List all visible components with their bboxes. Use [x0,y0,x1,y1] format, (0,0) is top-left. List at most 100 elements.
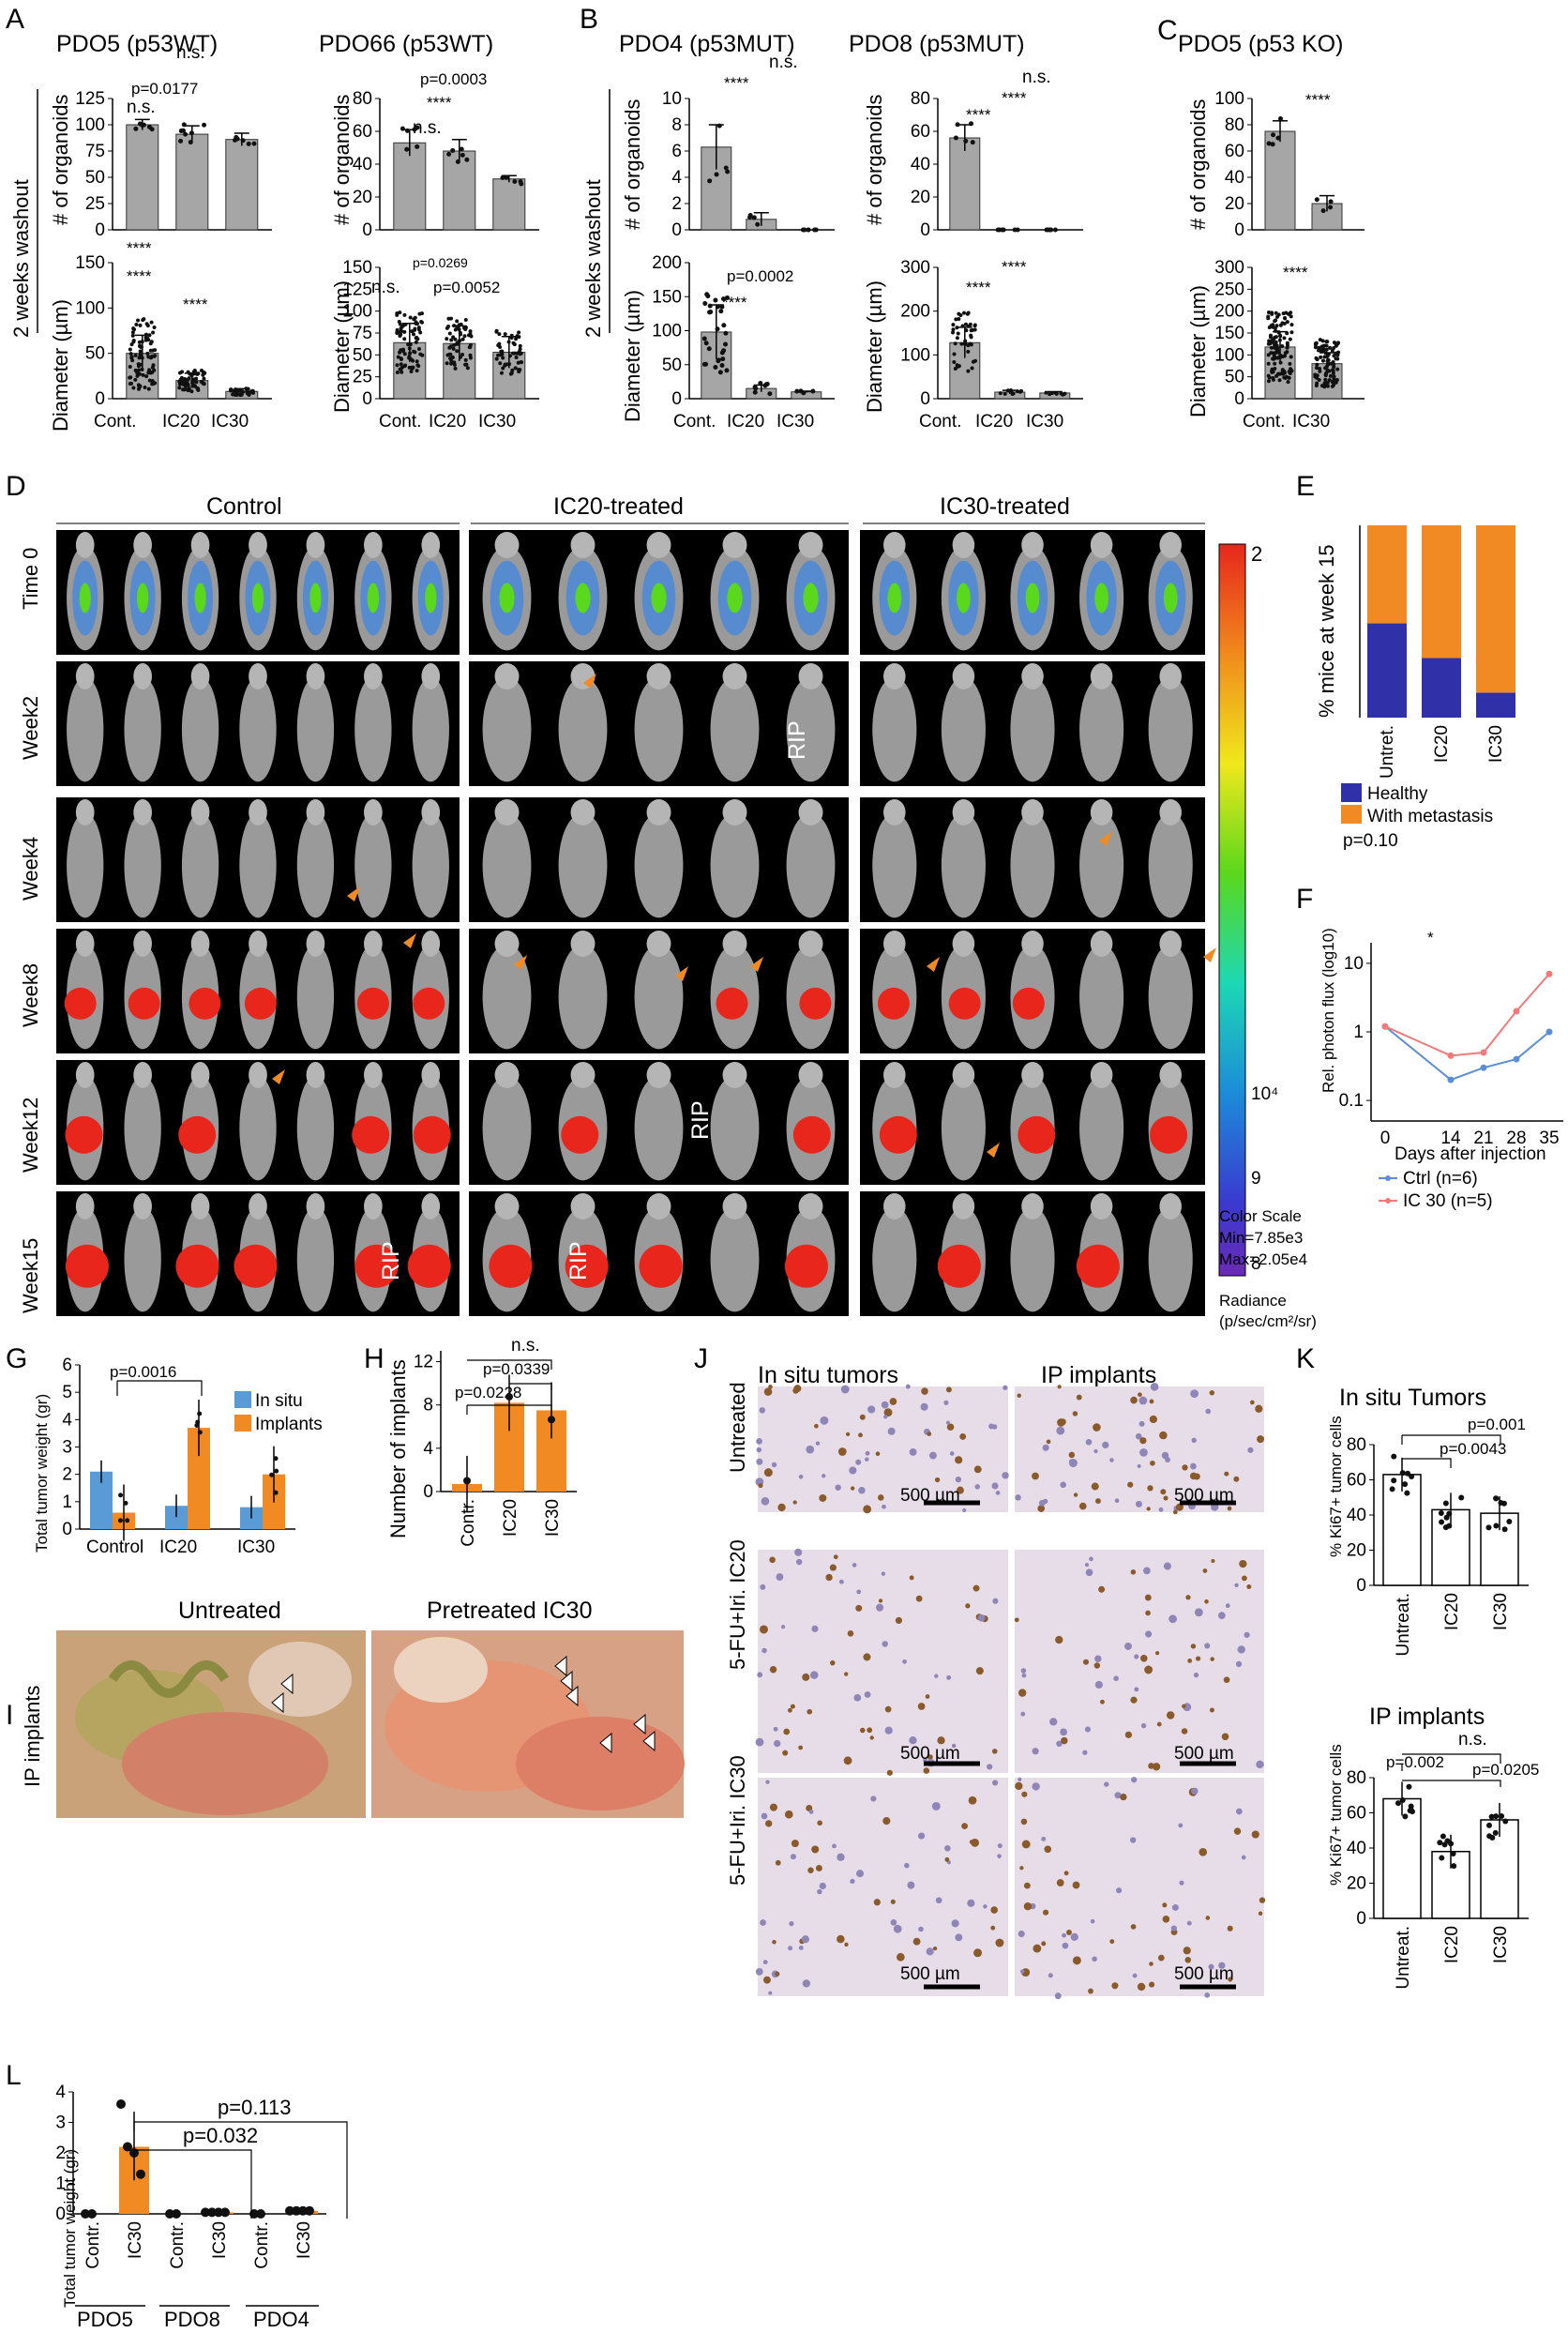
cell-2-0-67 [850,1878,855,1885]
cell-0-1-69 [1255,1404,1263,1413]
cell-0-0-19 [768,1385,773,1389]
mouse-head-2-1-3 [722,799,747,826]
e-bar-metastasis-1 [1422,525,1461,659]
panel-f-legend-ctrl: Ctrl (n=6) [1403,1169,1478,1189]
a2-bot-dot-2-48 [496,343,501,348]
a2-bot-tick-label-0: 0 [362,389,372,409]
panel-j-scale-6: 500 µm [1174,1964,1234,1984]
f-xtick-label-4: 35 [1539,1129,1559,1148]
mouse-head-5-2-0 [883,1193,906,1220]
mouse-head-2-0-3 [249,799,267,826]
cell-2-0-41 [932,1947,938,1951]
cell-1-0-13 [769,1556,776,1564]
cell-1-1-32 [1239,1559,1247,1568]
cell-1-1-64 [1246,1584,1252,1590]
cell-0-1-26 [1139,1437,1147,1445]
cell-1-0-5 [863,1653,871,1661]
cell-0-1-58 [1147,1485,1153,1492]
g-tick-label-2: 2 [62,1465,72,1485]
b2-bot-tick-label-2: 200 [900,302,930,322]
cell-2-0-17 [997,1854,1002,1858]
e-cat-2: IC30 [1486,725,1506,763]
cell-1-1-44 [1085,1568,1093,1577]
cell-2-0-68 [807,1867,814,1873]
cell-0-1-0 [1042,1444,1049,1451]
mouse-1-0-6 [412,676,449,782]
mouse-head-0-0-3 [249,532,267,558]
panel-b-cat-2: IC20 [727,412,764,432]
mouse-1-0-4 [296,676,335,782]
tumor-5-0-6 [407,1244,451,1288]
mouse-3-0-4 [296,944,335,1050]
a1-bot-dot-0-68 [153,348,158,353]
k-bot-bar-0 [1382,1797,1422,1919]
c-bot-dot-1-38 [1322,355,1327,359]
mouse-head-1-0-6 [421,663,441,689]
cell-0-0-65 [920,1402,928,1411]
cell-1-0-51 [776,1573,784,1581]
tumor-5-1-2 [639,1244,683,1288]
cell-0-1-28 [1032,1472,1039,1480]
a2-top-dot-2-1 [500,174,505,180]
a2-top-tick-label-3: 60 [353,122,372,142]
cell-0-0-40 [889,1398,897,1405]
a2-bot-dot-1-23 [468,332,473,337]
cell-2-0-51 [761,1812,768,1820]
panel-a2-stars: **** [427,94,452,112]
c-bot-dot-0-103 [1267,339,1272,343]
c-bot-dot-0-27 [1276,330,1281,335]
c-top-tick-label-5: 100 [1214,89,1244,109]
mouse-head-5-1-2 [646,1193,671,1220]
panel-l-group-2: PDO8 [164,2308,220,2331]
mouse-1-0-1 [124,676,161,782]
b2-bot-tick-label-0: 0 [920,389,930,409]
mouse-head-3-0-3 [249,931,267,957]
panel-h-chart: 0 4 8 12 Contr. IC20 IC30 [414,1351,577,1547]
tumor-3-1-3 [716,987,748,1020]
b1-bot-dot-1-1 [767,391,773,397]
a2-bot-dot-1-43 [455,341,460,346]
k-top-dot-2-1 [1501,1526,1508,1533]
k-top-dot-0-7 [1391,1477,1397,1484]
panel-f-ylabel: Rel. photon flux (log10) [1319,928,1337,1093]
c-bot-dot-0-98 [1272,356,1276,361]
c-bot-tick-label-1: 50 [1225,368,1244,387]
cell-0-1-60 [1138,1396,1148,1405]
cell-2-1-35 [1048,1973,1053,1978]
tumor-4-0-0 [65,1115,103,1154]
b2-bot-dot-0-22 [959,341,964,346]
cell-2-1-3 [1205,1916,1211,1920]
cell-1-1-16 [1163,1562,1171,1570]
tumor-3-2-1 [948,987,981,1020]
cell-0-1-37 [1138,1420,1145,1427]
a1-bot-dot-0-74 [139,351,143,356]
b2-bot-dot-0-7 [956,331,960,336]
panel-letter-D: D [6,471,26,502]
cell-1-1-69 [1140,1655,1148,1662]
cell-0-1-52 [1076,1394,1082,1401]
c-bot-dot-1-70 [1323,372,1328,377]
cell-0-1-42 [1158,1507,1164,1512]
a1-bot-dot-1-58 [177,386,182,390]
cell-1-0-47 [934,1674,939,1678]
cell-2-1-39 [1020,1818,1028,1825]
b2-bot-dot-0-29 [951,323,956,327]
b2-bot-dot-2-7 [1049,391,1054,396]
panel-g-p: p=0.0016 [110,1363,176,1381]
cell-1-0-53 [946,1674,952,1680]
c-bot-dot-1-35 [1332,346,1336,351]
panel-h-p2: p=0.0339 [483,1360,550,1378]
a2-top-dot-0-5 [415,144,420,149]
c-top-dot-0-3 [1271,132,1276,138]
l-cat-1: IC30 [126,2221,145,2259]
cell-0-0-68 [761,1497,770,1506]
a1-top-dot-1-7 [181,122,187,128]
a1-top-dot-1-4 [178,138,184,144]
cell-1-1-10 [1049,1718,1058,1726]
cell-1-1-38 [1210,1657,1214,1661]
c-top-tick-label-2: 40 [1225,168,1244,188]
a1-bot-dot-0-45 [128,375,132,380]
tumor-5-2-3 [1076,1244,1120,1288]
b1-top-dot-2-5 [806,227,811,233]
cell-0-1-59 [1109,1458,1114,1462]
